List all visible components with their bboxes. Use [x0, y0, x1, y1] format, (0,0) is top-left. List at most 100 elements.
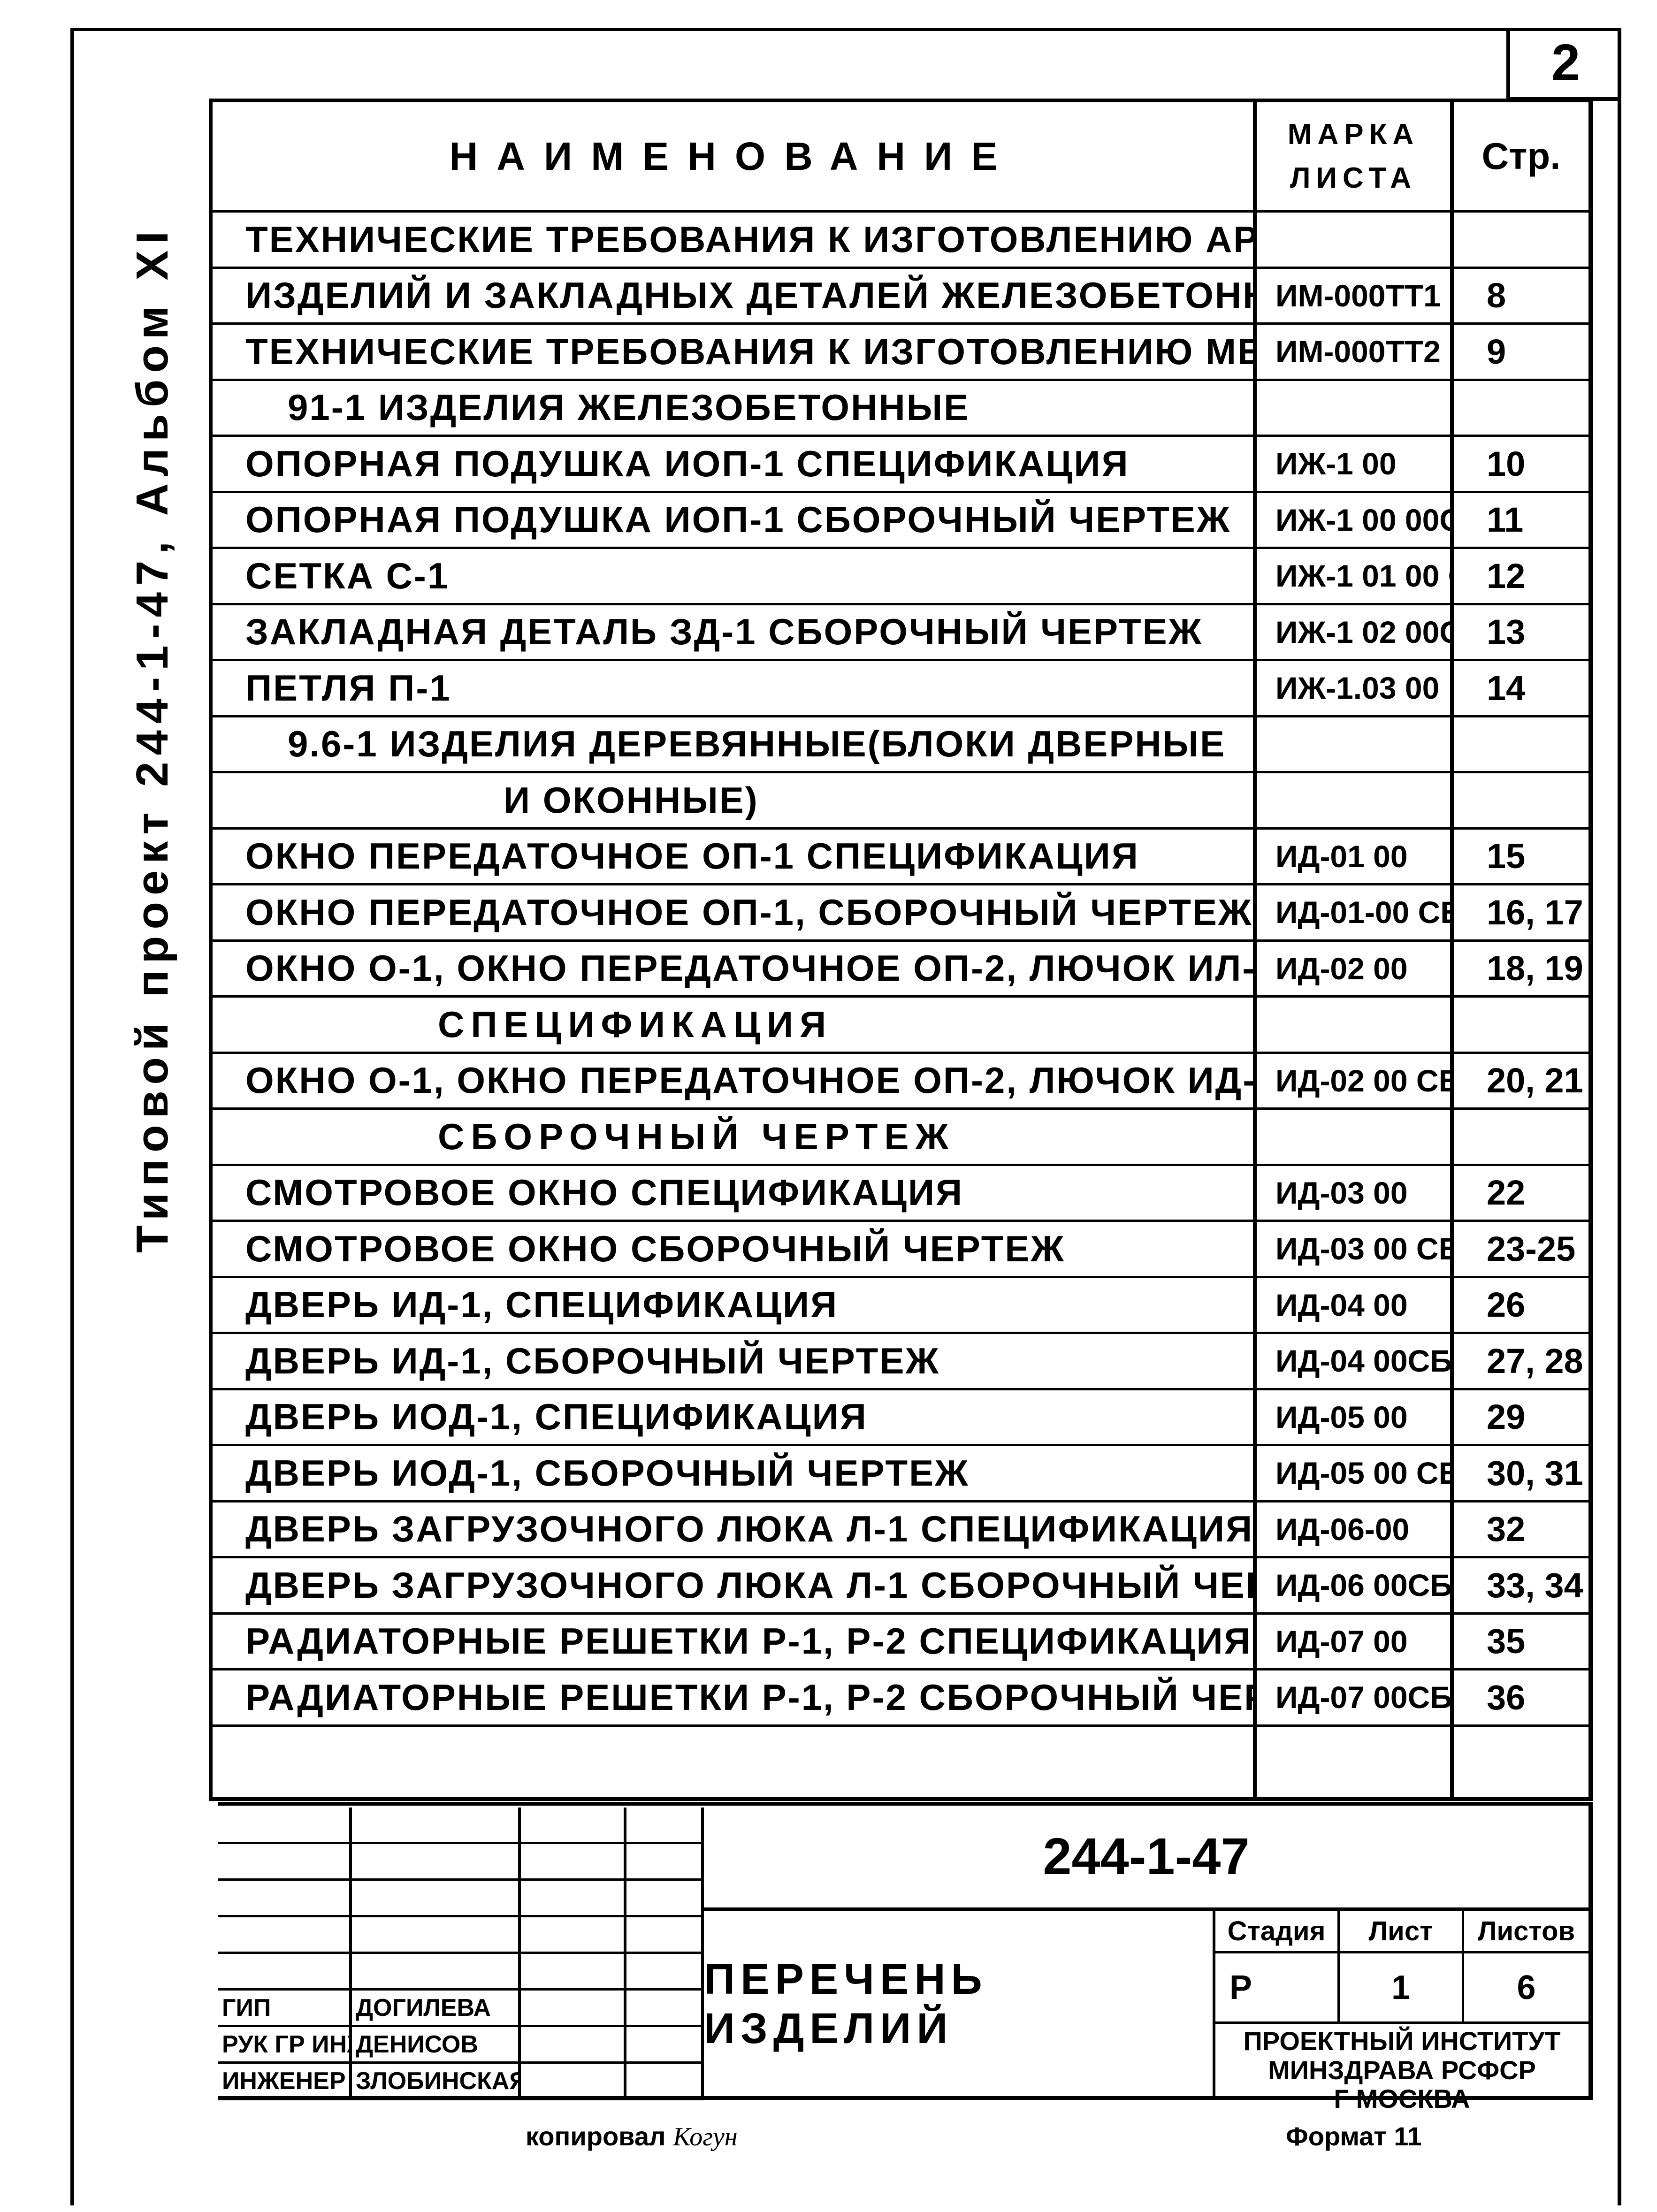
stage-value: Р [1215, 1953, 1340, 2024]
grid-cell [352, 1954, 521, 1991]
item-name: Смотровое окно Сборочный чертеж [213, 1222, 1257, 1276]
page-ref: 15 [1487, 837, 1526, 876]
signature-grid: ГИПДогилеваРук гр инжДенисовИнженерЗлоби… [218, 1806, 704, 2100]
item-name: Радиаторные решетки Р-1, Р-2 Сборочный ч… [213, 1670, 1257, 1724]
item-name: Опорная подушка ИОП-1 Спецификация [213, 437, 1257, 491]
grid-cell [626, 2064, 704, 2100]
item-name: Смотровое окно Спецификация [213, 1166, 1257, 1220]
signature-role: ГИП [218, 1991, 352, 2027]
table-row: и оконные) [213, 773, 1588, 830]
grid-cell [521, 1917, 626, 1954]
grid-cell [626, 1844, 704, 1881]
sheet-mark [1257, 717, 1454, 771]
sheet-mark: ИМ-000ТТ2 [1257, 325, 1454, 379]
item-name: Технические требования к изготовлению ме… [213, 325, 1257, 379]
table-row: Спецификация [213, 998, 1588, 1054]
grid-cell [521, 2064, 626, 2100]
empty-cell [1454, 1727, 1588, 1797]
sheets-value: 6 [1464, 1953, 1588, 2024]
grid-cell [626, 1991, 704, 2027]
institute: Проектный институт Минздрава РСФСР г Мос… [1215, 2024, 1588, 2113]
page-ref [1454, 381, 1588, 435]
page-ref: 10 [1487, 444, 1526, 483]
table-row: Радиаторные решетки Р-1, Р-2 Спецификаци… [213, 1614, 1588, 1670]
page-ref: 35 [1487, 1622, 1526, 1661]
table-header: Наименование МАРКА ЛИСТА Стр. [213, 102, 1588, 213]
signature-role: Рук гр инж [218, 2027, 352, 2064]
item-name: Опорная подушка ИОП-1 Сборочный чертеж [213, 493, 1257, 547]
table-row: Окно О-1, окно передаточное ОП-2, лючок … [213, 941, 1588, 998]
item-name: и оконные) [213, 773, 1257, 827]
page-ref: 26 [1487, 1285, 1526, 1325]
header-mark-line1: МАРКА [1287, 118, 1420, 151]
signature-role: Инженер [218, 2064, 352, 2100]
sheet-mark: ИЖ-1 02 00СБ [1257, 605, 1454, 659]
item-name: Окно О-1, окно передаточное ОП-2, лючок … [213, 1053, 1257, 1107]
page-ref: 36 [1487, 1678, 1526, 1717]
grid-cell [218, 1954, 352, 1991]
page-ref: 11 [1487, 500, 1524, 540]
table-row: Окно передаточное ОП-1 Спецификация ИД-01… [213, 829, 1588, 885]
copied-signature: Когун [673, 2122, 738, 2151]
empty-cell [1257, 1726, 1454, 1797]
sheet-mark: ИД-07 00 [1257, 1614, 1454, 1668]
empty-cell [213, 1726, 1257, 1797]
grid-cell [352, 1917, 521, 1954]
grid-cell [352, 1881, 521, 1917]
page-ref [1454, 213, 1588, 267]
table-row: Дверь ИОД-1, Спецификация ИД-05 00 29 [213, 1390, 1588, 1446]
table-row: Окно передаточное ОП-1, Сборочный чертеж… [213, 885, 1588, 942]
sheet-mark: ИД-02 00 СБ [1257, 1053, 1454, 1107]
project-code: 244-1-47 [704, 1806, 1588, 1911]
sheet-mark [1257, 213, 1454, 267]
sheet-mark: ИД-04 00 [1257, 1278, 1454, 1332]
drawing-frame [70, 28, 1621, 2205]
institute-line1: Проектный институт [1243, 2026, 1561, 2056]
table-row: Дверь загрузочного люка Л-1 Сборочный че… [213, 1558, 1588, 1615]
page-ref: 13 [1487, 612, 1526, 652]
sheet-mark: ИД-01-00 СБ [1257, 885, 1454, 939]
grid-cell [521, 1991, 626, 2027]
sheet-mark: ИМ-000ТТ1 [1257, 268, 1454, 322]
grid-cell [521, 2027, 626, 2064]
item-name: изделий и закладных деталей железобетонн… [213, 268, 1257, 322]
page-ref: 27, 28 [1487, 1341, 1583, 1381]
table-row: Сборочный чертеж [213, 1110, 1588, 1166]
header-page: Стр. [1481, 135, 1561, 177]
sheet-mark: ИЖ-1 00 00СБ [1257, 493, 1454, 547]
item-name: Технические требования к изготовлению ар… [213, 213, 1257, 267]
item-name: Дверь загрузочного люка Л-1 Спецификация [213, 1502, 1257, 1556]
item-name: Петля П-1 [213, 661, 1257, 715]
page-ref: 20, 21 [1487, 1061, 1583, 1100]
document-title: Перечень изделий [704, 1911, 1215, 2097]
item-name: 91-1 Изделия железобетонные [213, 381, 1257, 435]
page-ref: 9 [1487, 332, 1506, 371]
table-row: Технические требования к изготовлению ме… [213, 325, 1588, 381]
item-name: Дверь ИОД-1, Сборочный чертеж [213, 1446, 1257, 1500]
signature-name: Догилева [352, 1991, 521, 2027]
page-ref: 30, 31 [1487, 1453, 1583, 1493]
page-ref: 23-25 [1487, 1229, 1576, 1268]
header-mark: МАРКА ЛИСТА [1257, 102, 1454, 210]
sheet-mark: ИД-05 00 [1257, 1390, 1454, 1444]
grid-cell [218, 1844, 352, 1881]
sheet-mark: ИЖ-1 01 00 СБ [1257, 549, 1454, 603]
sheets-label: Листов [1464, 1911, 1588, 1953]
page-ref [1454, 717, 1588, 771]
page-ref: 8 [1487, 276, 1506, 315]
item-name: 9.6-1 Изделия деревянные(блоки дверные [213, 717, 1257, 771]
sheet-mark: ИД-05 00 СБ [1257, 1446, 1454, 1500]
item-name: Дверь ИОД-1, Спецификация [213, 1390, 1257, 1444]
sheet-mark: ИЖ-1.03 00 [1257, 661, 1454, 715]
item-name: Дверь ИД-1, Спецификация [213, 1278, 1257, 1332]
table-row: Опорная подушка ИОП-1 Сборочный чертеж ИЖ… [213, 493, 1588, 549]
page-ref: 29 [1487, 1397, 1526, 1437]
sheet-mark: ИД-07 00СБ [1257, 1670, 1454, 1724]
sheet-value: 1 [1340, 1953, 1464, 2024]
title-block: ГИПДогилеваРук гр инжДенисовИнженерЗлоби… [218, 1802, 1593, 2113]
grid-cell [521, 1844, 626, 1881]
sheet-mark: ИД-03 00 [1257, 1166, 1454, 1220]
header-name: Наименование [213, 102, 1257, 210]
item-name: Окно О-1, окно передаточное ОП-2, лючок … [213, 941, 1257, 995]
grid-cell [218, 1881, 352, 1917]
